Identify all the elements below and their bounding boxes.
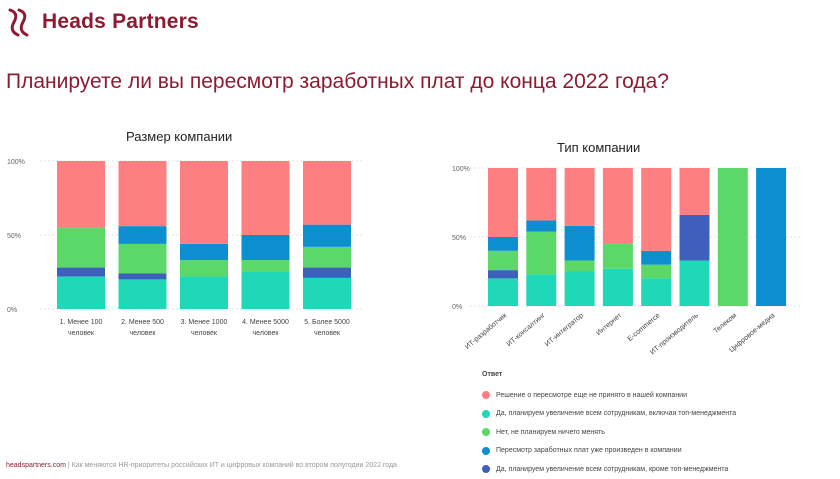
legend-label: Пересмотр заработных плат уже произведен… xyxy=(496,447,682,455)
legend-swatch xyxy=(482,446,490,455)
bar-segment xyxy=(564,225,595,261)
bar-segment xyxy=(303,161,351,225)
legend-swatch xyxy=(482,391,490,400)
bar-segment xyxy=(118,226,167,244)
bar-segment xyxy=(57,161,105,228)
bar-segment xyxy=(57,276,105,309)
legend-label: Решение о пересмотре еще не принято в на… xyxy=(496,391,688,399)
legend-swatch xyxy=(482,465,490,474)
bar-segment xyxy=(756,168,787,306)
bar-segment xyxy=(488,278,518,306)
y-tick-label: 100% xyxy=(452,166,470,173)
bar-segment xyxy=(526,274,557,306)
x-tick-label: человек xyxy=(130,330,157,337)
bar-segment xyxy=(564,271,595,306)
brand-name: Heads Partners xyxy=(42,10,199,33)
x-tick-label: 2. Менее 500 xyxy=(121,319,164,326)
bar-segment xyxy=(526,231,557,275)
legend-item: Решение о пересмотре еще не принято в на… xyxy=(482,386,736,405)
footer-text: Как меняются HR-приоритеты российских ИТ… xyxy=(71,462,397,469)
bar-segment xyxy=(488,250,518,271)
bar-segment xyxy=(180,243,228,261)
legend-label: Да, планируем увеличение всем сотрудника… xyxy=(496,465,729,473)
bar-segment xyxy=(488,237,518,251)
legend-swatch xyxy=(482,409,490,418)
x-tick-label: человек xyxy=(191,330,218,337)
footer-separator: | xyxy=(65,462,72,469)
bar-segment xyxy=(641,278,672,306)
bar-segment xyxy=(641,250,672,265)
legend: Ответ Решение о пересмотре еще не принят… xyxy=(482,371,736,479)
bar-segment xyxy=(241,272,290,309)
y-tick-label: 0% xyxy=(452,304,462,311)
brand-logo: Heads Partners xyxy=(6,6,199,38)
legend-item: Да, планируем увеличение всем сотрудника… xyxy=(482,460,736,479)
y-tick-label: 100% xyxy=(7,159,25,166)
x-tick-label: 5. Более 5000 xyxy=(304,319,350,326)
x-tick-label: ИТ-интегратор xyxy=(544,312,585,348)
bar-segment xyxy=(679,260,710,306)
bar-segment xyxy=(241,235,290,261)
footer: headspartners.com | Как меняются HR-прио… xyxy=(6,462,397,469)
bar-segment xyxy=(180,161,228,244)
bar-segment xyxy=(57,227,105,268)
x-tick-label: человек xyxy=(68,330,95,337)
bar-segment xyxy=(180,276,228,309)
bar-segment xyxy=(602,243,633,269)
bar-segment xyxy=(303,267,351,278)
legend-item: Нет, не планируем ничего менять xyxy=(482,423,736,442)
bar-segment xyxy=(526,168,557,221)
x-tick-label: 1. Менее 100 xyxy=(60,319,103,326)
bar-segment xyxy=(118,273,167,280)
y-tick-label: 0% xyxy=(7,307,17,314)
bar-segment xyxy=(303,277,351,309)
legend-item: Да, планируем увеличение всем сотрудника… xyxy=(482,405,736,424)
bar-segment xyxy=(679,168,710,215)
footer-site-link[interactable]: headspartners.com xyxy=(6,462,66,469)
bar-segment xyxy=(641,168,672,251)
bar-segment xyxy=(241,260,290,272)
bar-segment xyxy=(526,220,557,232)
bar-segment xyxy=(717,168,748,306)
y-tick-label: 50% xyxy=(7,233,21,240)
x-tick-label: человек xyxy=(314,330,341,337)
bar-segment xyxy=(57,267,105,277)
bar-segment xyxy=(602,168,633,244)
x-tick-label: 4. Менее 5000 xyxy=(242,319,289,326)
bar-segment xyxy=(488,168,518,237)
bar-segment xyxy=(241,161,290,235)
x-tick-label: E-commerce xyxy=(627,312,662,343)
x-tick-label: 3. Менее 1000 xyxy=(181,319,228,326)
bar-segment xyxy=(641,264,672,279)
x-tick-label: ИТ-консалтинг xyxy=(506,312,547,348)
legend-swatch xyxy=(482,428,490,437)
bar-segment xyxy=(564,168,595,226)
chart-title-company-type: Тип компании xyxy=(557,140,641,155)
bar-segment xyxy=(303,224,351,247)
bar-segment xyxy=(118,243,167,274)
x-tick-label: человек xyxy=(253,330,280,337)
x-tick-label: Интернет xyxy=(595,312,624,338)
legend-label: Нет, не планируем ничего менять xyxy=(496,428,605,436)
bar-segment xyxy=(303,246,351,268)
page-title: Планируете ли вы пересмотр заработных пл… xyxy=(6,70,669,93)
bar-segment xyxy=(180,260,228,277)
bar-segment xyxy=(118,161,167,227)
bar-segment xyxy=(488,270,518,279)
legend-title: Ответ xyxy=(482,371,503,378)
bar-segment xyxy=(118,279,167,309)
x-tick-label: Телеком xyxy=(713,312,739,335)
legend-label: Да, планируем увеличение всем сотрудника… xyxy=(496,410,737,418)
bar-segment xyxy=(679,214,710,261)
x-tick-label: ИТ-разработчик xyxy=(463,311,509,351)
heads-partners-logo-icon xyxy=(8,8,29,37)
legend-item: Пересмотр заработных плат уже произведен… xyxy=(482,442,736,461)
chart-title-company-size: Размер компании xyxy=(126,129,233,144)
y-tick-label: 50% xyxy=(452,235,466,242)
bar-segment xyxy=(602,268,633,306)
bar-segment xyxy=(564,260,595,272)
